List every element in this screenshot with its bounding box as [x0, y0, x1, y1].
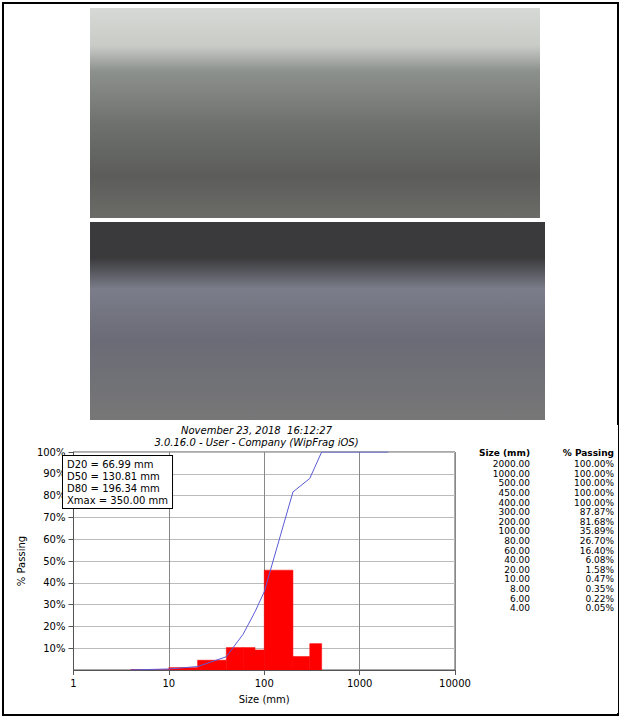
svg-text:60.00: 60.00 — [504, 546, 530, 556]
svg-text:8.00: 8.00 — [510, 584, 530, 594]
svg-text:40.00: 40.00 — [504, 555, 530, 565]
svg-text:1000.00: 1000.00 — [493, 469, 530, 479]
svg-text:400.00: 400.00 — [499, 498, 531, 508]
svg-text:2000.00: 2000.00 — [493, 459, 530, 469]
svg-text:10.00: 10.00 — [504, 574, 530, 584]
svg-text:80.00: 80.00 — [504, 536, 530, 546]
svg-text:500.00: 500.00 — [499, 478, 531, 488]
svg-text:16.40%: 16.40% — [580, 546, 615, 556]
svg-text:% Passing: % Passing — [563, 448, 614, 458]
svg-text:10000: 10000 — [439, 678, 471, 689]
svg-text:10%: 10% — [43, 643, 65, 654]
svg-text:40%: 40% — [43, 577, 65, 588]
svg-text:Xmax = 350.00 mm: Xmax = 350.00 mm — [67, 495, 168, 506]
svg-text:100.00%: 100.00% — [574, 459, 614, 469]
svg-text:Size (mm): Size (mm) — [239, 694, 290, 705]
svg-text:450.00: 450.00 — [499, 488, 531, 498]
svg-text:30%: 30% — [43, 599, 65, 610]
svg-text:D80 = 196.34 mm: D80 = 196.34 mm — [67, 483, 160, 494]
svg-text:81.68%: 81.68% — [580, 517, 615, 527]
svg-text:Size (mm): Size (mm) — [479, 448, 530, 458]
svg-text:1: 1 — [70, 678, 76, 689]
svg-text:100.00: 100.00 — [499, 526, 531, 536]
svg-text:87.87%: 87.87% — [580, 507, 615, 517]
svg-text:35.89%: 35.89% — [580, 526, 615, 536]
svg-text:60%: 60% — [43, 534, 65, 545]
svg-text:70%: 70% — [43, 512, 65, 523]
svg-text:90%: 90% — [43, 468, 66, 480]
svg-text:0.35%: 0.35% — [585, 584, 614, 594]
svg-text:100%: 100% — [37, 447, 66, 458]
svg-text:4.00: 4.00 — [510, 603, 530, 613]
svg-text:6.08%: 6.08% — [585, 555, 614, 565]
svg-text:0.05%: 0.05% — [585, 603, 614, 613]
svg-text:3.0.16.0 - User - Company (Wip: 3.0.16.0 - User - Company (WipFrag iOS) — [154, 437, 358, 448]
svg-text:0.22%: 0.22% — [585, 594, 614, 604]
svg-text:1000: 1000 — [347, 678, 372, 689]
svg-text:20%: 20% — [43, 621, 65, 632]
svg-text:% Passing: % Passing — [16, 536, 27, 586]
svg-text:D50 = 130.81 mm: D50 = 130.81 mm — [67, 471, 160, 482]
svg-text:80%: 80% — [43, 490, 66, 502]
svg-text:0.47%: 0.47% — [585, 574, 614, 584]
svg-text:10: 10 — [162, 678, 175, 689]
svg-text:100.00%: 100.00% — [574, 478, 614, 488]
svg-text:100: 100 — [255, 678, 274, 689]
svg-text:D20 = 66.99 mm: D20 = 66.99 mm — [67, 459, 153, 470]
svg-text:100.00%: 100.00% — [574, 469, 614, 479]
svg-text:300.00: 300.00 — [499, 507, 531, 517]
svg-text:200.00: 200.00 — [499, 517, 531, 527]
svg-text:100.00%: 100.00% — [574, 488, 614, 498]
svg-text:100.00%: 100.00% — [574, 498, 614, 508]
svg-text:November 23, 2018 16:12:27: November 23, 2018 16:12:27 — [181, 425, 333, 436]
svg-text:6.00: 6.00 — [510, 594, 530, 604]
svg-text:20.00: 20.00 — [504, 565, 530, 575]
svg-text:50%: 50% — [43, 556, 65, 567]
svg-text:26.70%: 26.70% — [580, 536, 615, 546]
svg-text:1.58%: 1.58% — [585, 565, 614, 575]
